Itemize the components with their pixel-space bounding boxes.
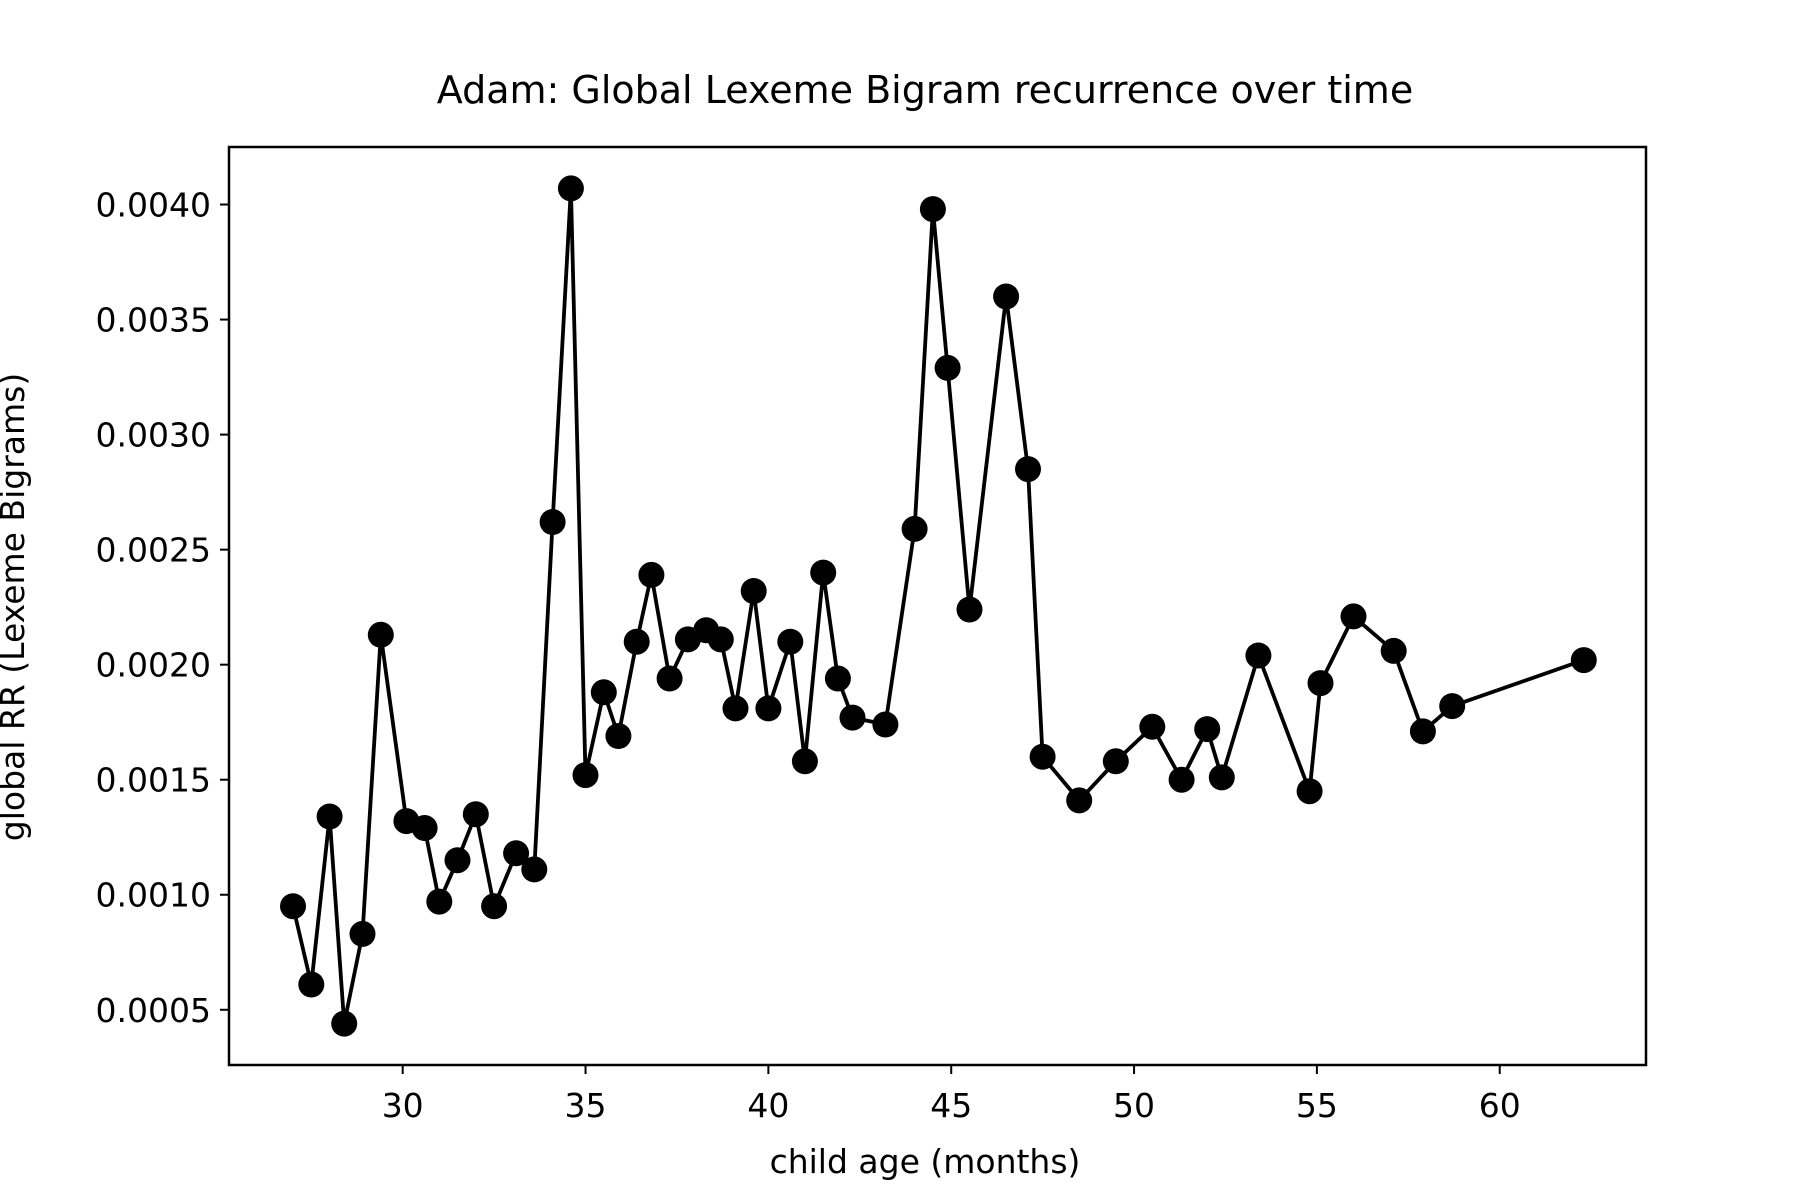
data-point-6 [367, 621, 394, 648]
data-point-13 [503, 840, 530, 867]
x-tick-label-35: 35 [565, 1086, 607, 1125]
data-point-27 [740, 578, 767, 604]
data-point-12 [481, 893, 508, 920]
data-point-55 [1570, 647, 1597, 674]
data-point-17 [572, 762, 599, 789]
y-tick-label-0.0010: 0.0010 [96, 876, 211, 915]
y-tick-label-0.0030: 0.0030 [96, 416, 211, 455]
data-point-20 [623, 628, 650, 655]
data-point-29 [777, 628, 804, 655]
data-point-42 [1066, 787, 1093, 814]
data-point-32 [824, 665, 851, 692]
data-point-1 [280, 893, 306, 920]
data-point-51 [1340, 603, 1367, 630]
data-point-44 [1139, 713, 1166, 740]
data-point-43 [1102, 748, 1129, 775]
data-point-18 [590, 679, 617, 706]
data-point-5 [349, 920, 376, 947]
data-point-28 [755, 695, 782, 722]
x-tick-label-50: 50 [1113, 1086, 1155, 1125]
data-point-38 [956, 596, 983, 623]
data-point-21 [638, 561, 665, 588]
data-point-46 [1194, 716, 1221, 743]
y-tick-label-0.0020: 0.0020 [96, 646, 211, 685]
data-point-39 [993, 283, 1020, 310]
y-tick-label-0.0025: 0.0025 [96, 531, 211, 570]
data-point-26 [722, 695, 749, 722]
data-point-9 [426, 888, 453, 915]
data-point-41 [1029, 743, 1056, 770]
data-point-10 [444, 847, 471, 874]
x-tick-label-60: 60 [1479, 1086, 1521, 1125]
plot-area: 30 35 40 45 50 55 60 0.0005 0.0010 0.0015 0.0020 0.… [96, 145, 1648, 1125]
data-point-53 [1409, 718, 1436, 745]
y-tick-label-0.0035: 0.0035 [96, 301, 211, 340]
data-point-52 [1380, 637, 1407, 664]
data-point-45 [1168, 766, 1195, 793]
data-point-16 [557, 175, 584, 202]
data-point-25 [707, 626, 734, 653]
data-point-11 [462, 801, 489, 828]
y-tick-label-0.0040: 0.0040 [96, 186, 211, 225]
data-point-15 [539, 509, 566, 535]
data-point-19 [605, 723, 632, 749]
y-tick-label-0.0005: 0.0005 [96, 991, 211, 1030]
x-axis-label: child age (months) [770, 1142, 1081, 1181]
data-point-14 [521, 856, 548, 883]
x-tick-label-30: 30 [382, 1086, 424, 1125]
data-point-31 [810, 559, 837, 586]
data-point-49 [1296, 778, 1323, 805]
data-point-50 [1307, 670, 1334, 697]
x-tick-label-55: 55 [1296, 1086, 1338, 1125]
data-point-22 [656, 665, 683, 692]
data-point-47 [1208, 764, 1235, 791]
data-point-4 [331, 1010, 358, 1037]
x-tick-label-40: 40 [747, 1086, 789, 1125]
y-tick-label-0.0015: 0.0015 [96, 761, 211, 800]
y-axis-label: global RR (Lexeme Bigrams) [0, 373, 32, 841]
data-point-35 [901, 515, 928, 542]
data-point-3 [316, 803, 343, 830]
chart-title: Adam: Global Lexeme Bigram recurrence ov… [437, 68, 1413, 112]
data-point-54 [1439, 693, 1466, 720]
data-point-33 [839, 704, 866, 731]
data-point-48 [1245, 642, 1272, 669]
plot-frame [227, 145, 1648, 1067]
data-point-36 [919, 196, 946, 223]
data-point-2 [298, 971, 325, 998]
data-point-40 [1015, 456, 1041, 483]
data-point-8 [411, 815, 438, 841]
data-point-34 [872, 711, 899, 738]
x-tick-label-45: 45 [930, 1086, 972, 1125]
data-point-30 [791, 748, 818, 775]
data-point-37 [934, 354, 961, 381]
